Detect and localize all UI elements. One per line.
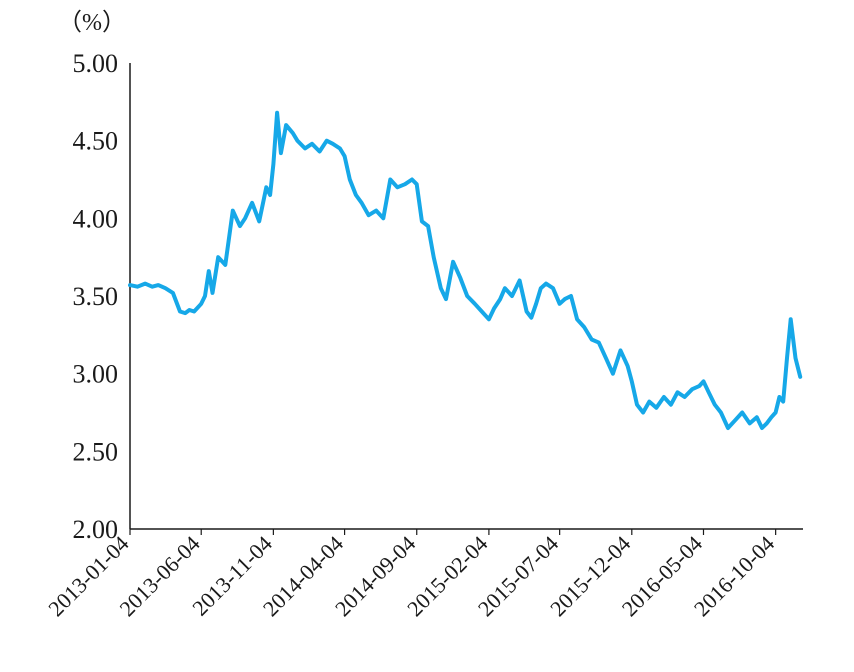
y-tick-label: 3.50 [73,282,119,311]
y-tick-label: 4.50 [73,127,119,156]
y-axis-unit-label: （%） [58,10,126,36]
chart-axes [129,63,803,535]
y-tick-label: 3.00 [73,360,119,389]
y-tick-label: 4.00 [73,204,119,233]
y-axis-tick-labels: 2.00 2.50 3.00 3.50 4.00 4.50 5.00 [73,49,119,544]
y-tick-label: 2.00 [73,515,119,544]
chart-series [128,110,803,430]
x-axis-tick-labels: 2013-01-042013-06-042013-11-042014-04-04… [43,531,779,621]
series-line [128,110,803,430]
y-tick-label: 5.00 [73,49,119,78]
y-tick-label: 2.50 [73,437,119,466]
